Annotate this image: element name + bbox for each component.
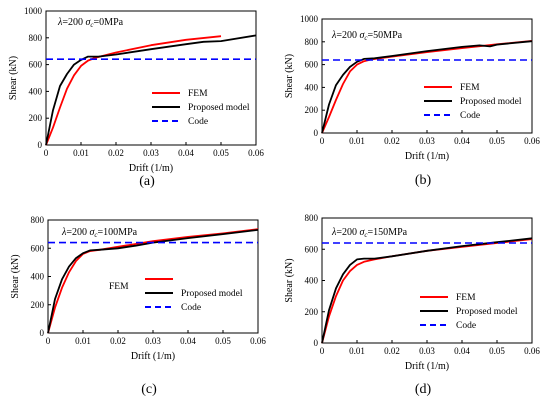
y-axis-label: Shear (kN) — [10, 254, 21, 298]
panel-caption: (a) — [139, 174, 155, 189]
x-tick-label: 0.03 — [419, 136, 435, 146]
panel-caption: (d) — [415, 382, 432, 397]
x-tick-label: 0.06 — [524, 346, 540, 356]
x-tick-label: 0.04 — [178, 148, 194, 158]
legend-label: Code — [181, 303, 201, 313]
x-tick-label: 0.03 — [419, 346, 435, 356]
chart-panel-a: 0 0.01 0.02 0.03 0.04 0.05 0.06 0 200 400 600 800 10… — [8, 6, 264, 189]
series-line-proposed-model — [321, 237, 533, 344]
panel-caption: (b) — [415, 173, 432, 188]
x-tick-label: 0 — [44, 148, 49, 158]
y-tick-label: 200 — [305, 105, 319, 115]
legend-label: Code — [460, 111, 480, 121]
series-line-proposed-model — [47, 229, 259, 334]
x-tick-label: 0 — [320, 136, 325, 146]
panel-annotation: λ=200 σc=150MPa — [331, 227, 408, 239]
x-tick-label: 0.05 — [215, 336, 231, 346]
chart-panel-b: 0 0.01 0.02 0.03 0.04 0.05 0.06 0 200 400 600 800 10… — [284, 14, 540, 188]
x-tick-label: 0.02 — [384, 136, 400, 146]
y-tick-label: 200 — [29, 113, 43, 123]
y-tick-label: 200 — [31, 300, 45, 310]
y-tick-label: 200 — [305, 307, 319, 317]
y-tick-label: 0 — [40, 328, 45, 338]
y-tick-label: 400 — [305, 276, 319, 286]
y-tick-label: 400 — [31, 272, 45, 282]
x-tick-label: 0 — [46, 336, 51, 346]
x-tick-label: 0.05 — [213, 148, 229, 158]
legend-label: FEM — [456, 293, 476, 303]
x-axis-label: Drift (1/m) — [131, 351, 175, 362]
x-tick-label: 0.03 — [145, 336, 161, 346]
y-tick-label: 800 — [31, 215, 45, 225]
series-line-fem — [45, 35, 222, 146]
x-tick-label: 0.05 — [489, 136, 505, 146]
legend-label: Proposed model — [188, 103, 250, 113]
legend-label: Proposed model — [456, 307, 518, 317]
y-tick-label: 600 — [29, 60, 43, 70]
legend: FEM Proposed model Code — [424, 83, 522, 121]
x-tick-label: 0.01 — [75, 336, 91, 346]
x-tick-label: 0.06 — [524, 136, 540, 146]
x-tick-label: 0.01 — [349, 346, 365, 356]
y-tick-label: 600 — [31, 243, 45, 253]
legend: FEM Proposed model Code — [152, 89, 250, 127]
panel-annotation: λ=200 σc=0MPa — [57, 17, 124, 29]
x-tick-label: 0.04 — [454, 136, 470, 146]
y-axis-label: Shear (kN) — [8, 56, 19, 100]
y-tick-label: 1000 — [300, 14, 319, 24]
y-tick-label: 400 — [305, 82, 319, 92]
y-tick-label: 600 — [305, 60, 319, 70]
legend-label: Code — [456, 321, 476, 331]
x-tick-label: 0.02 — [108, 148, 124, 158]
panel-caption: (c) — [141, 382, 157, 397]
legend: FEM Proposed model Code — [420, 293, 518, 331]
series-line-proposed-model — [321, 40, 533, 134]
x-tick-label: 0.04 — [180, 336, 196, 346]
x-tick-label: 0.06 — [248, 148, 264, 158]
x-tick-label: 0 — [320, 346, 325, 356]
panel-annotation: λ=200 σc=50MPa — [331, 30, 403, 42]
x-tick-label: 0.05 — [489, 346, 505, 356]
x-tick-label: 0.02 — [384, 346, 400, 356]
y-tick-label: 800 — [305, 213, 319, 223]
y-tick-label: 600 — [305, 244, 319, 254]
x-tick-label: 0.06 — [250, 336, 266, 346]
panel-annotation: λ=200 σc=100MPa — [61, 227, 138, 239]
y-tick-label: 800 — [305, 37, 319, 47]
x-axis-label: Drift (1/m) — [129, 163, 173, 174]
legend: FEM Proposed model Code — [109, 278, 243, 313]
series-line-fem — [321, 40, 533, 134]
y-tick-label: 400 — [29, 86, 43, 96]
y-axis-label: Shear (kN) — [284, 258, 295, 302]
x-axis-label: Drift (1/m) — [405, 361, 449, 372]
legend-label: Proposed model — [181, 289, 243, 299]
chart-panel-c: 0 0.01 0.02 0.03 0.04 0.05 0.06 0 200 400 600 800 Dr… — [10, 215, 266, 397]
y-tick-label: 0 — [314, 128, 319, 138]
y-tick-label: 0 — [38, 140, 43, 150]
legend-label: FEM — [109, 282, 129, 292]
x-tick-label: 0.03 — [143, 148, 159, 158]
x-tick-label: 0.01 — [349, 136, 365, 146]
x-tick-label: 0.04 — [454, 346, 470, 356]
legend-label: Code — [188, 117, 208, 127]
legend-label: Proposed model — [460, 97, 522, 107]
legend-label: FEM — [460, 83, 480, 93]
x-tick-label: 0.02 — [110, 336, 126, 346]
chart-panel-d: 0 0.01 0.02 0.03 0.04 0.05 0.06 0 200 400 600 800 Dr… — [284, 213, 540, 397]
legend-label: FEM — [188, 89, 208, 99]
x-tick-label: 0.01 — [73, 148, 89, 158]
y-axis-label: Shear (kN) — [284, 54, 295, 98]
y-tick-label: 0 — [314, 338, 319, 348]
y-tick-label: 1000 — [24, 6, 43, 16]
x-axis-label: Drift (1/m) — [405, 151, 449, 162]
y-tick-label: 800 — [29, 33, 43, 43]
series-line-proposed-model — [45, 34, 257, 146]
